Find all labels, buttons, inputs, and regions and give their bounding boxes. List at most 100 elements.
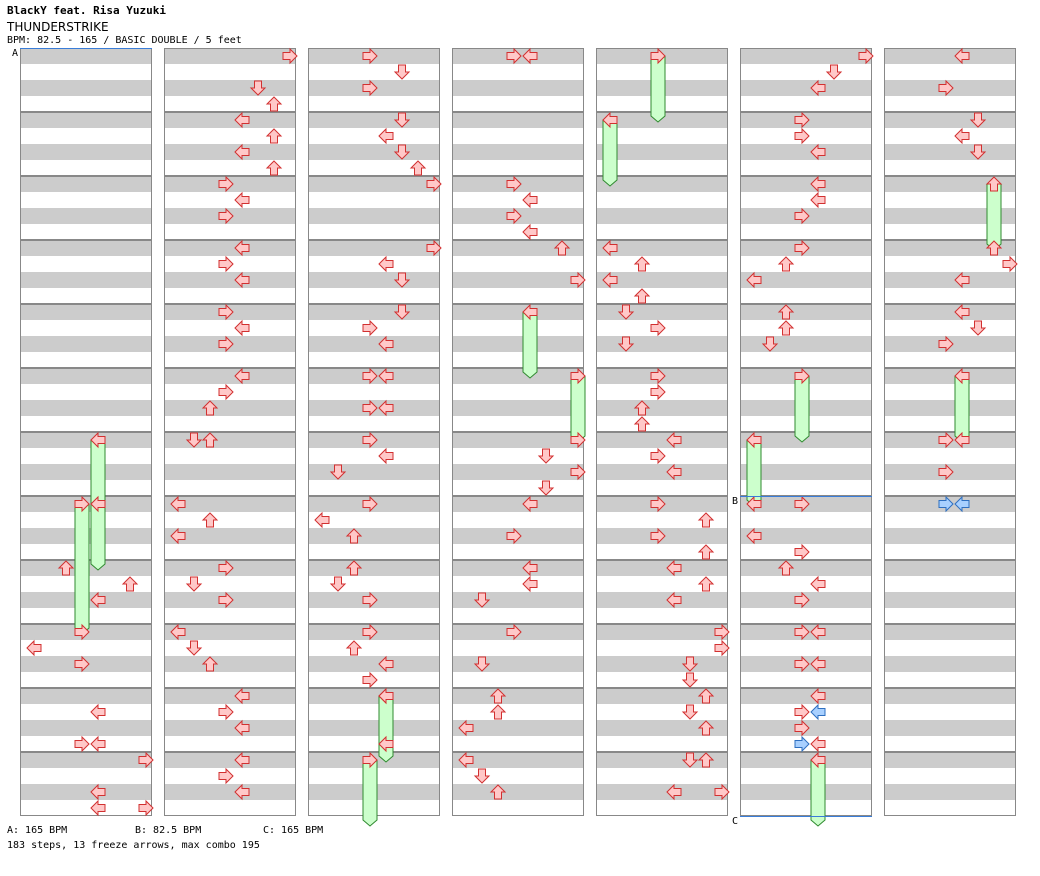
measure-stripe: [884, 416, 1016, 432]
measure-stripe: [740, 784, 872, 800]
step-arrow-down: [393, 64, 411, 80]
measure-stripe: [740, 768, 872, 784]
measure-stripe: [308, 464, 440, 480]
measure-stripe: [20, 176, 152, 192]
step-arrow-left: [666, 463, 682, 481]
measure-stripe: [20, 688, 152, 704]
measure-box: [164, 752, 296, 816]
measure-stripe: [164, 144, 296, 160]
step-arrow-left: [458, 719, 474, 737]
measure-stripe: [884, 640, 1016, 656]
measure-stripe: [884, 304, 1016, 320]
measure-stripe: [20, 192, 152, 208]
freeze-arrow-body: [362, 759, 378, 827]
measure-stripe: [740, 528, 872, 544]
chart-column: [308, 48, 440, 816]
measure-stripe: [740, 688, 872, 704]
measure-stripe: [596, 512, 728, 528]
step-arrow-left: [522, 47, 538, 65]
step-arrow-right: [506, 623, 522, 641]
step-arrow-up: [265, 160, 283, 176]
measure-box: [164, 560, 296, 624]
measure-box: [164, 368, 296, 432]
step-arrow-right: [218, 591, 234, 609]
step-arrow-up: [633, 288, 651, 304]
measure-stripe: [740, 304, 872, 320]
measure-stripe: [164, 640, 296, 656]
step-arrow-right: [714, 623, 730, 641]
measure-stripe: [20, 288, 152, 304]
step-arrow-down: [537, 448, 555, 464]
step-arrow-left: [234, 687, 250, 705]
measure-box: [884, 304, 1016, 368]
step-arrow-left: [954, 367, 970, 385]
measure-stripe: [740, 288, 872, 304]
measure-stripe: [740, 560, 872, 576]
step-arrow-up: [633, 416, 651, 432]
step-arrow-right: [650, 367, 666, 385]
step-arrow-left: [378, 735, 394, 753]
step-arrow-up: [777, 320, 795, 336]
measure-stripe: [596, 544, 728, 560]
freeze-arrow-body: [650, 55, 666, 123]
measure-stripe: [596, 160, 728, 176]
step-arrow-down: [473, 768, 491, 784]
measure-box: [164, 48, 296, 112]
measure-stripe: [596, 288, 728, 304]
measure-box: [740, 176, 872, 240]
measure-stripe: [596, 752, 728, 768]
measure-stripe: [884, 624, 1016, 640]
measure-stripe: [308, 144, 440, 160]
step-arrow-left: [90, 799, 106, 817]
measure-box: [884, 624, 1016, 688]
step-arrow-down: [969, 320, 987, 336]
step-arrow-down: [249, 80, 267, 96]
step-arrow-down: [393, 144, 411, 160]
measure-stripe: [596, 400, 728, 416]
measure-box: [884, 112, 1016, 176]
measure-stripe: [308, 736, 440, 752]
step-arrow-right: [218, 383, 234, 401]
measure-stripe: [884, 128, 1016, 144]
measure-stripe: [452, 336, 584, 352]
measure-stripe: [164, 464, 296, 480]
measure-stripe: [164, 288, 296, 304]
measure-stripe: [740, 608, 872, 624]
measure-stripe: [596, 256, 728, 272]
step-arrow-left: [810, 751, 826, 769]
measure-stripe: [20, 704, 152, 720]
measure-stripe: [884, 512, 1016, 528]
step-arrow-up: [697, 688, 715, 704]
step-arrow-right: [794, 367, 810, 385]
measure-stripe: [740, 272, 872, 288]
freeze-arrow-body: [602, 119, 618, 187]
step-arrow-left: [810, 623, 826, 641]
measure-stripe: [884, 240, 1016, 256]
measure-box: [164, 240, 296, 304]
measure-stripe: [884, 736, 1016, 752]
measure-stripe: [164, 80, 296, 96]
measure-stripe: [20, 384, 152, 400]
measure-box: [164, 496, 296, 560]
measure-stripe: [884, 704, 1016, 720]
measure-box: [452, 304, 584, 368]
freeze-arrow-body: [378, 695, 394, 763]
measure-stripe: [596, 592, 728, 608]
measure-stripe: [884, 608, 1016, 624]
step-arrow-down: [329, 576, 347, 592]
step-arrow-right: [218, 559, 234, 577]
measure-stripe: [452, 704, 584, 720]
freeze-arrow-body: [522, 311, 538, 379]
step-arrow-left: [746, 271, 762, 289]
step-arrow-left: [954, 271, 970, 289]
step-arrow-up: [697, 512, 715, 528]
step-arrow-left: [378, 447, 394, 465]
measure-stripe: [884, 112, 1016, 128]
freeze-arrow-body: [570, 375, 586, 443]
measure-stripe: [452, 128, 584, 144]
measure-stripe: [164, 544, 296, 560]
measure-box: [596, 176, 728, 240]
step-arrow-up: [633, 256, 651, 272]
measure-stripe: [596, 640, 728, 656]
